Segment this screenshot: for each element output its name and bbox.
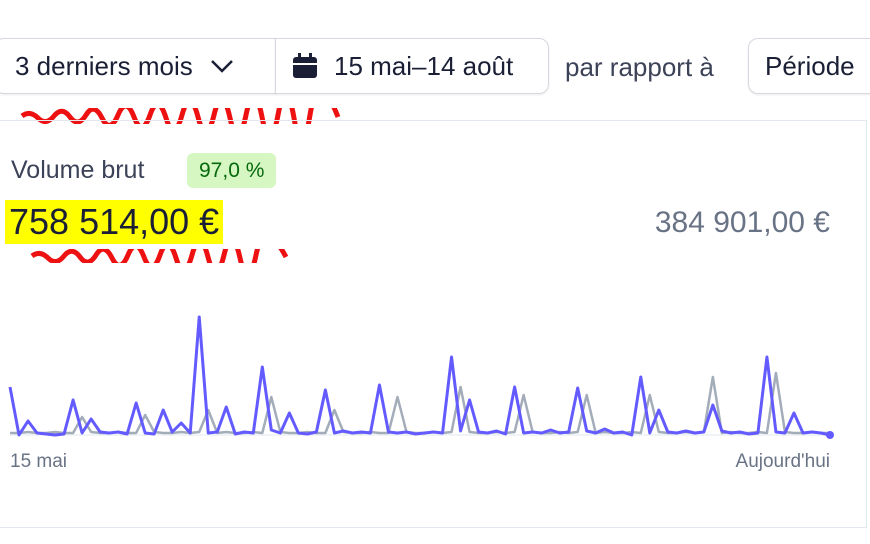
compare-text: Période <box>765 50 855 81</box>
date-range[interactable]: 15 mai–14 août <box>275 38 549 94</box>
calendar-icon <box>293 53 317 78</box>
redaction <box>20 108 341 124</box>
x-label: 15 mai <box>10 451 67 472</box>
compare-select[interactable]: Période <box>748 38 870 94</box>
x-label: Aujourd'hui <box>736 451 830 472</box>
metric-value: 758 514,00 € <box>5 200 224 244</box>
change-badge: 97,0 % <box>187 153 277 188</box>
sparkline: 15 mai Aujourd'hui <box>8 315 834 472</box>
metric-card <box>0 120 867 528</box>
previous-value: 384 901,00 € <box>654 206 830 239</box>
period-select[interactable]: 3 derniers mois <box>0 38 276 94</box>
dates-text: 15 mai–14 août <box>334 50 514 81</box>
chevron-icon <box>210 60 233 73</box>
period-text: 3 derniers mois <box>15 50 193 81</box>
end-dot <box>826 431 834 439</box>
compare-label: par rapport à <box>565 52 714 82</box>
metric-label: Volume brut <box>11 156 145 184</box>
series-line <box>8 315 831 437</box>
redaction <box>30 249 289 263</box>
